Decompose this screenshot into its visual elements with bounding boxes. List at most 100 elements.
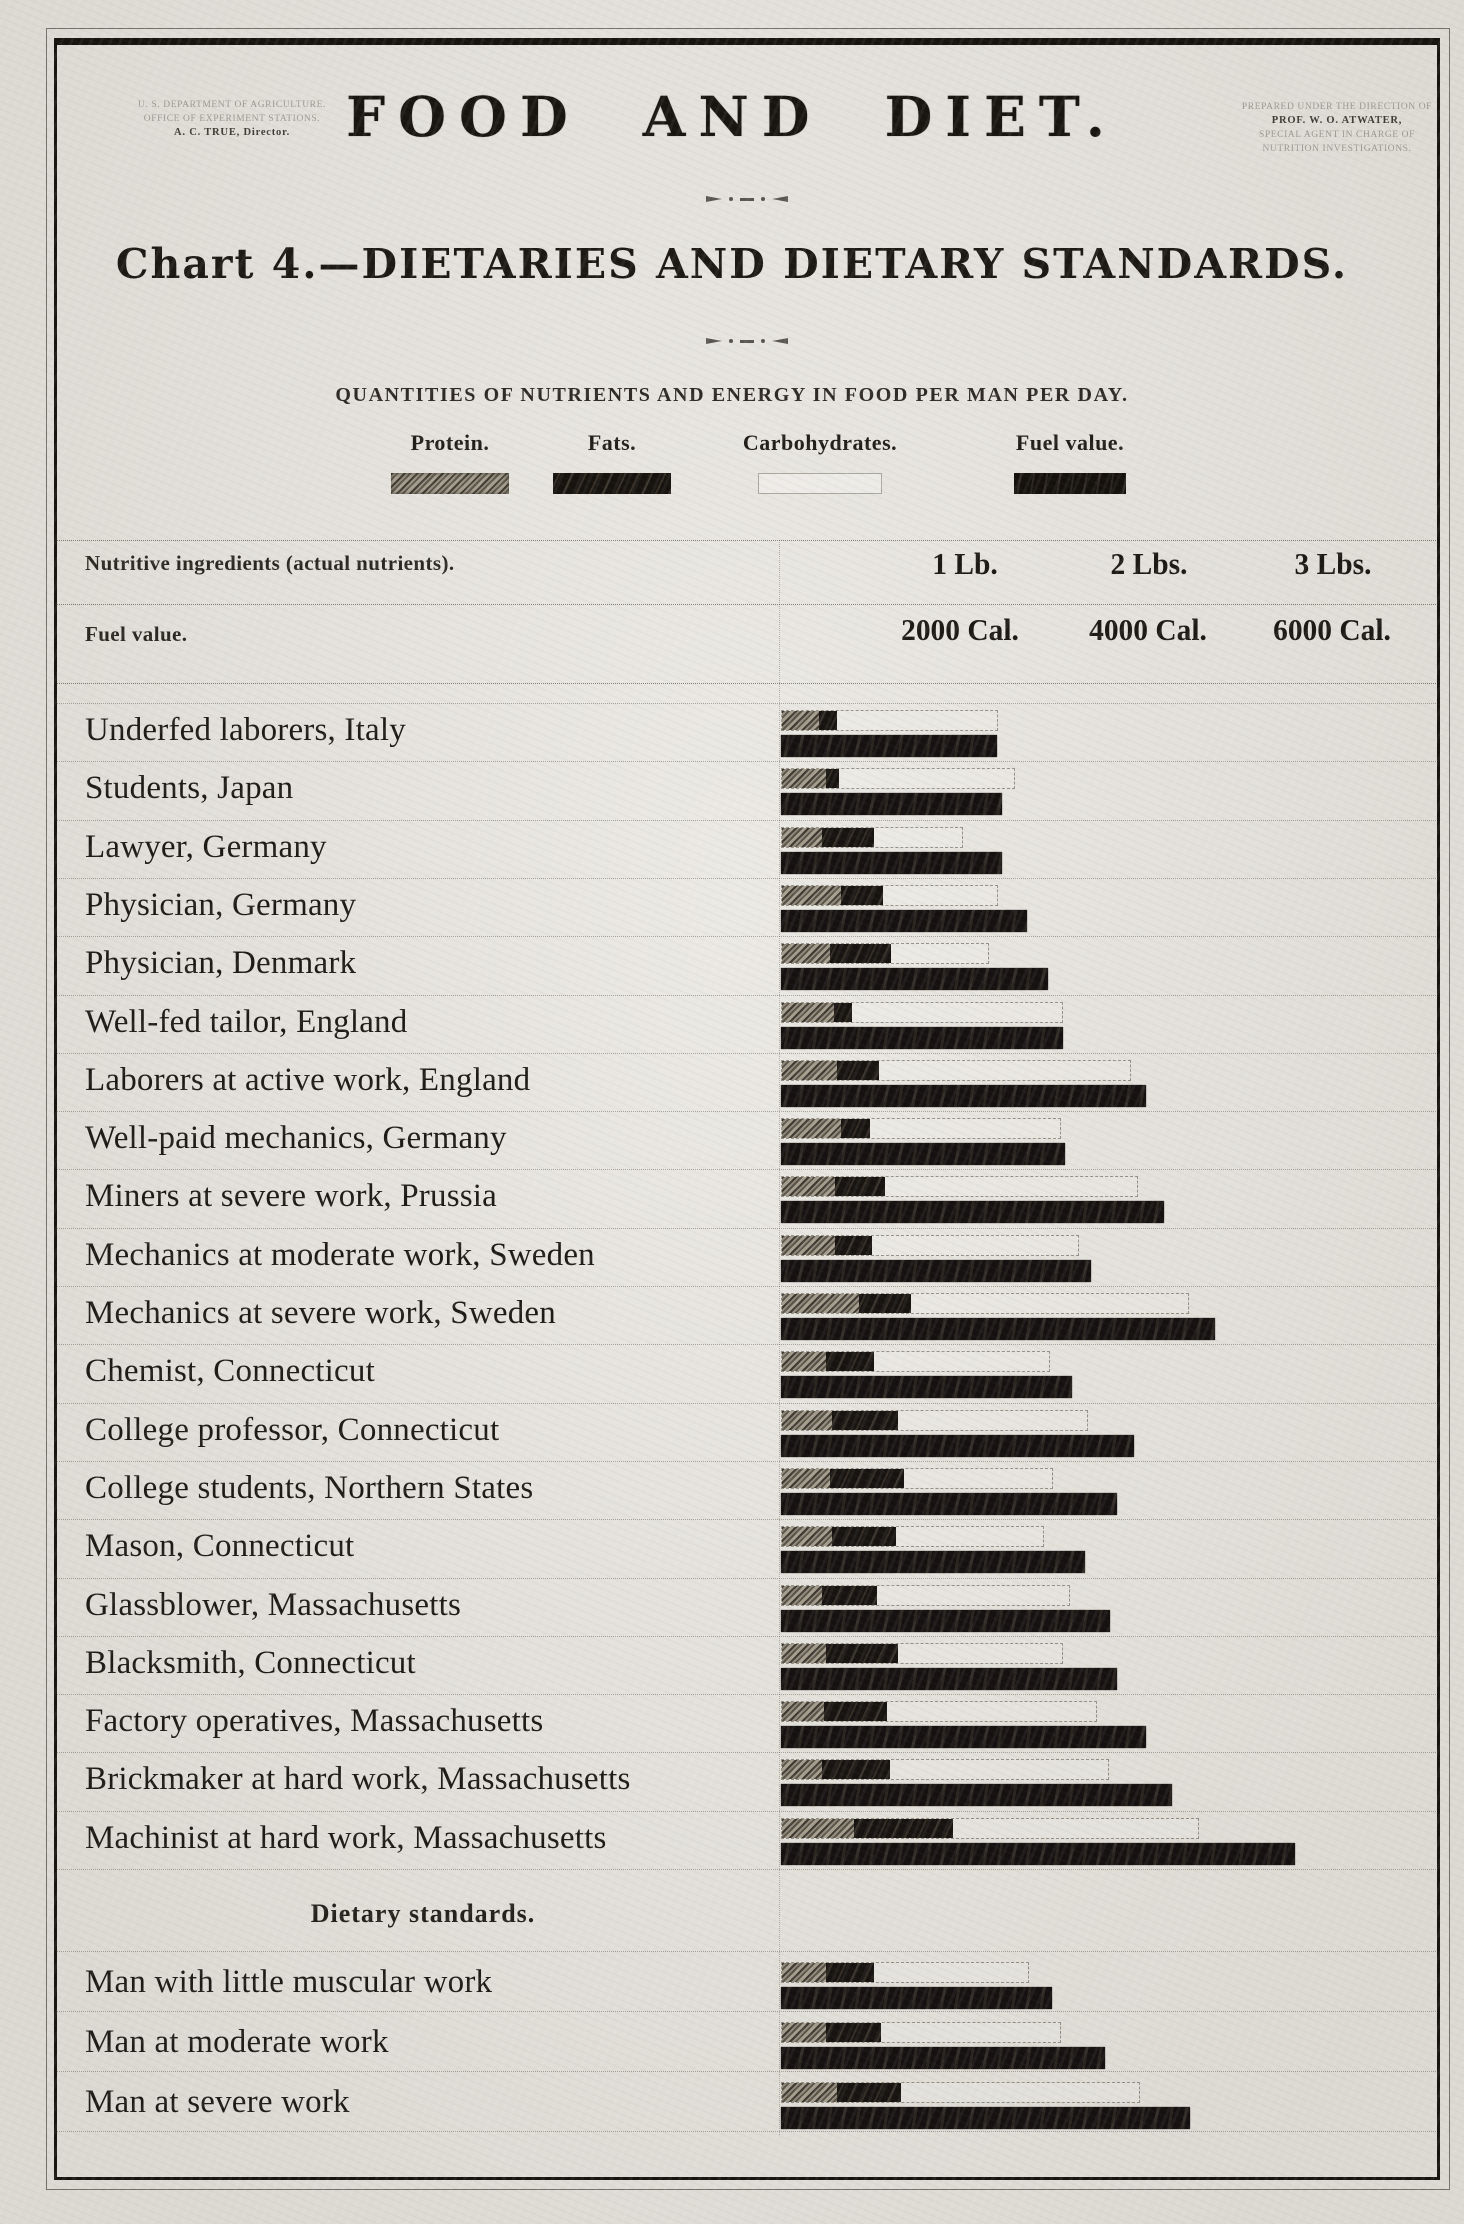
fuel-value-bar <box>781 1259 1091 1282</box>
dietary-row: Chemist, Connecticut <box>0 1351 1464 1399</box>
ornament-dot-icon <box>761 339 765 343</box>
chart-frame <box>54 38 1440 2180</box>
dietary-row: Glassblower, Massachusetts <box>0 1584 1464 1632</box>
fuel-value-bar <box>781 2047 1105 2069</box>
dotted-rule <box>56 2011 1436 2012</box>
dietary-row: Physician, Denmark <box>0 943 1464 991</box>
dietary-row: Students, Japan <box>0 768 1464 816</box>
fats-segment <box>834 1002 852 1022</box>
protein-segment <box>782 1468 830 1488</box>
fuel-value-bar <box>781 1434 1134 1457</box>
nutrients-bar <box>781 1962 1029 1983</box>
fuel-value-bar <box>781 1318 1215 1340</box>
dotted-rule <box>56 1227 1436 1229</box>
nutrients-bar <box>781 1293 1189 1314</box>
fats-segment <box>826 1352 874 1372</box>
dotted-rule <box>56 1577 1436 1579</box>
fuel-value-bar <box>781 909 1027 932</box>
fats-segment <box>841 885 883 905</box>
column-divider-rule <box>779 540 780 2135</box>
protein-segment <box>782 1643 826 1663</box>
fuel-value-bar <box>781 1667 1117 1690</box>
dotted-rule <box>56 936 1436 938</box>
fuel-value-swatch <box>1014 473 1126 494</box>
legend-item-fuel-value: Fuel value. <box>975 430 1165 494</box>
dotted-rule <box>56 1810 1436 1812</box>
row-label: Mechanics at severe work, Sweden <box>85 1295 556 1331</box>
attribution-line: OFFICE OF EXPERIMENT STATIONS. <box>143 114 321 124</box>
carbohydrates-segment <box>883 885 997 905</box>
publisher-attribution-left: U. S. DEPARTMENT OF AGRICULTURE. OFFICE … <box>112 98 352 140</box>
ornament-arrow-icon <box>706 196 722 202</box>
fuel-scale-label: Fuel value. <box>85 622 188 646</box>
nutrients-bar <box>781 768 1015 790</box>
fats-segment <box>826 1643 898 1663</box>
protein-segment <box>782 1527 832 1547</box>
dotted-rule <box>56 683 1436 684</box>
dotted-rule <box>56 1951 1436 1952</box>
protein-segment <box>782 1702 824 1722</box>
legend-label: Fats. <box>587 430 637 455</box>
dotted-rule <box>56 1635 1436 1637</box>
fats-segment <box>822 1760 890 1780</box>
fats-swatch <box>553 473 671 494</box>
dotted-rule <box>56 1286 1436 1287</box>
dietary-row: Mason, Connecticut <box>0 1526 1464 1574</box>
nutrients-bar <box>781 826 963 848</box>
attribution-line: PREPARED UNDER THE DIRECTION OF <box>1241 102 1433 112</box>
row-label: Well-paid mechanics, Germany <box>85 1120 507 1157</box>
protein-segment <box>782 1002 834 1022</box>
dotted-rule <box>56 761 1436 763</box>
dotted-rule <box>56 1519 1436 1521</box>
fuel-value-bar <box>781 2107 1190 2129</box>
carbohydrates-segment <box>904 1468 1052 1488</box>
nutrients-bar <box>781 1467 1053 1489</box>
dotted-rule <box>56 1752 1436 1754</box>
fats-segment <box>859 1294 911 1313</box>
author-attribution-right: PREPARED UNDER THE DIRECTION OF PROF. W.… <box>1232 100 1442 156</box>
carbohydrates-segment <box>911 1294 1188 1313</box>
dotted-rule <box>56 1402 1436 1404</box>
ornament-dash-icon <box>740 339 754 343</box>
chart-caption: QUANTITIES OF NUTRIENTS AND ENERGY IN FO… <box>335 384 1129 406</box>
row-label: Lawyer, Germany <box>85 828 327 865</box>
protein-segment <box>782 1352 826 1372</box>
row-label: Mason, Connecticut <box>85 1528 355 1565</box>
nutrients-bar <box>781 1584 1070 1606</box>
ornament-dot-icon <box>729 339 733 343</box>
row-label: Chemist, Connecticut <box>85 1353 375 1390</box>
row-label: Students, Japan <box>85 770 294 807</box>
dietary-row: Physician, Germany <box>0 884 1464 932</box>
row-label: Brickmaker at hard work, Massachusetts <box>85 1761 631 1798</box>
fats-segment <box>826 2023 881 2042</box>
carbohydrates-segment <box>890 1760 1108 1780</box>
fats-segment <box>830 1468 904 1488</box>
fuel-value-bar <box>781 1143 1065 1166</box>
protein-segment <box>782 2083 837 2102</box>
row-label: Mechanics at moderate work, Sweden <box>85 1236 595 1273</box>
fuel-value-bar <box>781 1551 1085 1574</box>
dietary-row: Well-paid mechanics, Germany <box>0 1118 1464 1166</box>
row-label: Physician, Denmark <box>85 945 357 982</box>
nutrients-bar <box>781 1351 1050 1373</box>
carbohydrates-segment <box>877 1585 1069 1605</box>
fats-segment <box>824 1702 887 1722</box>
dietary-row: Laborers at active work, England <box>0 1059 1464 1107</box>
outer-border-rule <box>46 28 1450 2190</box>
protein-segment <box>782 944 830 964</box>
fats-segment <box>826 1963 874 1982</box>
protein-segment <box>782 1119 841 1139</box>
nutrient-tick-3lbs: 3 Lbs. <box>1294 546 1372 581</box>
carbohydrates-segment <box>879 1060 1130 1080</box>
dietary-row: Blacksmith, Connecticut <box>0 1642 1464 1690</box>
attribution-line: SPECIAL AGENT IN CHARGE OF NUTRITION INV… <box>1259 130 1415 154</box>
fuel-value-bar <box>781 793 1002 816</box>
protein-segment <box>782 1963 826 1982</box>
dietary-row: Well-fed tailor, England <box>0 1001 1464 1049</box>
nutrients-bar <box>781 1234 1079 1256</box>
row-label: College students, Northern States <box>85 1469 534 1506</box>
attribution-line: PROF. W. O. ATWATER, <box>1271 115 1403 126</box>
dotted-rule <box>56 1052 1436 1054</box>
carbohydrates-segment <box>870 1119 1060 1139</box>
dietary-row: Mechanics at severe work, Sweden <box>0 1293 1464 1340</box>
